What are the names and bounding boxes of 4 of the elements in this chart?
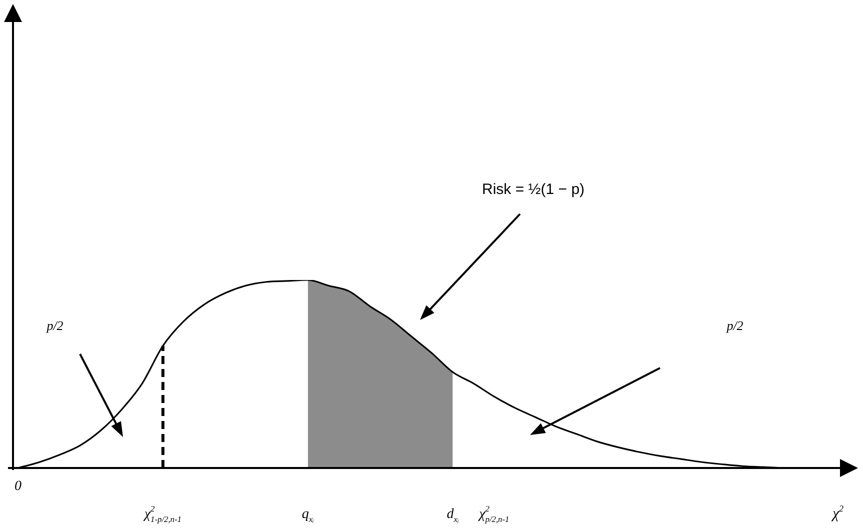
annotation: p/2 [726, 318, 744, 333]
text: Risk = ½(1 − p) [482, 181, 585, 198]
annotation: p/2 [46, 318, 64, 333]
x-tick-label: 0 [14, 479, 22, 494]
